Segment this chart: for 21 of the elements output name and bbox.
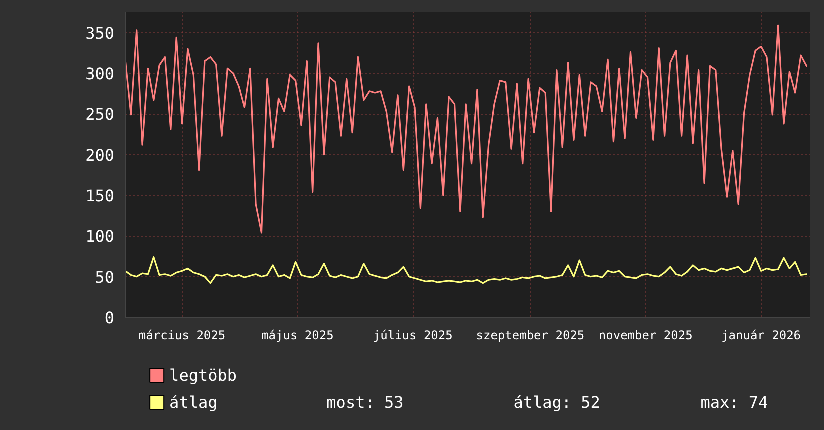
y-tick-label: 200 [86,146,115,165]
y-tick-label: 100 [86,227,115,246]
text: átlag: 52 [514,393,600,412]
x-tick-label: március 2025 [138,328,226,342]
legend-label: átlag [170,393,218,412]
text: max: 74 [700,393,768,412]
y-tick-label: 300 [86,64,115,84]
y-tick-label: 150 [86,186,115,206]
line-series [126,256,808,284]
x-tick-label: július 2025 [373,328,453,342]
legend-label: legtöbb [170,366,237,385]
x-tick-label: november 2025 [598,328,693,342]
line-series [126,24,808,234]
text: most: 53 [326,393,404,412]
y-tick-label: 250 [86,105,115,124]
x-tick-label: szeptember 2025 [476,328,585,342]
y-tick-label: 0 [104,308,115,328]
x-tick-label: május 2025 [262,328,334,342]
y-tick-label: 50 [95,268,114,287]
y-tick-label: 350 [86,24,115,43]
x-tick-label: január 2026 [722,328,802,342]
